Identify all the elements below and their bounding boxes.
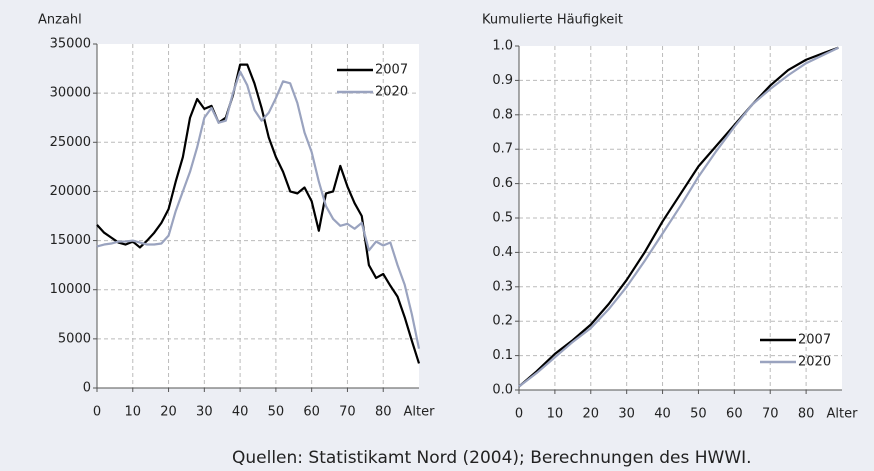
y-tick-label: 0.8 — [492, 107, 513, 122]
x-tick-label: 70 — [762, 407, 779, 422]
y-tick-label: 5000 — [58, 331, 91, 346]
x-tick-label: 20 — [160, 405, 177, 420]
x-tick-label: 50 — [268, 405, 285, 420]
x-tick-label: 0 — [93, 405, 101, 420]
y-tick-label: 0.2 — [492, 314, 513, 329]
x-tick-label: 60 — [303, 405, 320, 420]
series-line — [96, 70, 421, 349]
x-axis-label: Alter — [404, 405, 436, 420]
x-tick-label: 40 — [232, 405, 249, 420]
series-line — [518, 46, 839, 388]
y-tick-label: 0.6 — [492, 176, 513, 191]
source-note: Quellen: Statistikamt Nord (2004); Berec… — [232, 448, 752, 468]
x-tick-label: 60 — [726, 407, 743, 422]
legend-label: 2007 — [375, 63, 408, 78]
x-axis-label: Alter — [827, 407, 859, 422]
plot-area — [97, 44, 419, 388]
y-tick-label: 1.0 — [492, 39, 513, 54]
y-tick-label: 0.9 — [492, 73, 513, 88]
x-tick-label: 50 — [690, 407, 707, 422]
series-line — [518, 46, 839, 388]
y-tick-label: 0.7 — [492, 142, 513, 157]
legend-label: 2007 — [798, 333, 831, 348]
x-tick-label: 80 — [375, 405, 392, 420]
y-tick-label: 0.3 — [492, 279, 513, 294]
legend-label: 2020 — [375, 85, 408, 100]
x-tick-label: 30 — [196, 405, 213, 420]
x-tick-label: 30 — [618, 407, 635, 422]
y-tick-label: 0.4 — [492, 245, 513, 260]
y-tick-label: 0.5 — [492, 211, 513, 226]
y-tick-label: 20000 — [50, 184, 91, 199]
x-tick-label: 0 — [515, 407, 523, 422]
y-tick-label: 0.1 — [492, 348, 513, 363]
x-tick-label: 70 — [339, 405, 356, 420]
y-axis-label: Anzahl — [38, 13, 82, 28]
y-tick-label: 30000 — [50, 86, 91, 101]
y-tick-label: 0.0 — [492, 383, 513, 398]
y-axis-label: Kumulierte Häufigkeit — [482, 13, 623, 28]
y-tick-label: 15000 — [50, 233, 91, 248]
x-tick-label: 80 — [798, 407, 815, 422]
y-tick-label: 10000 — [50, 282, 91, 297]
x-tick-label: 10 — [125, 405, 142, 420]
y-tick-label: 0 — [83, 381, 91, 396]
legend-label: 2020 — [798, 355, 831, 370]
y-tick-label: 25000 — [50, 135, 91, 150]
x-tick-label: 10 — [547, 407, 564, 422]
x-tick-label: 20 — [583, 407, 600, 422]
y-tick-label: 35000 — [50, 37, 91, 52]
x-tick-label: 40 — [654, 407, 671, 422]
